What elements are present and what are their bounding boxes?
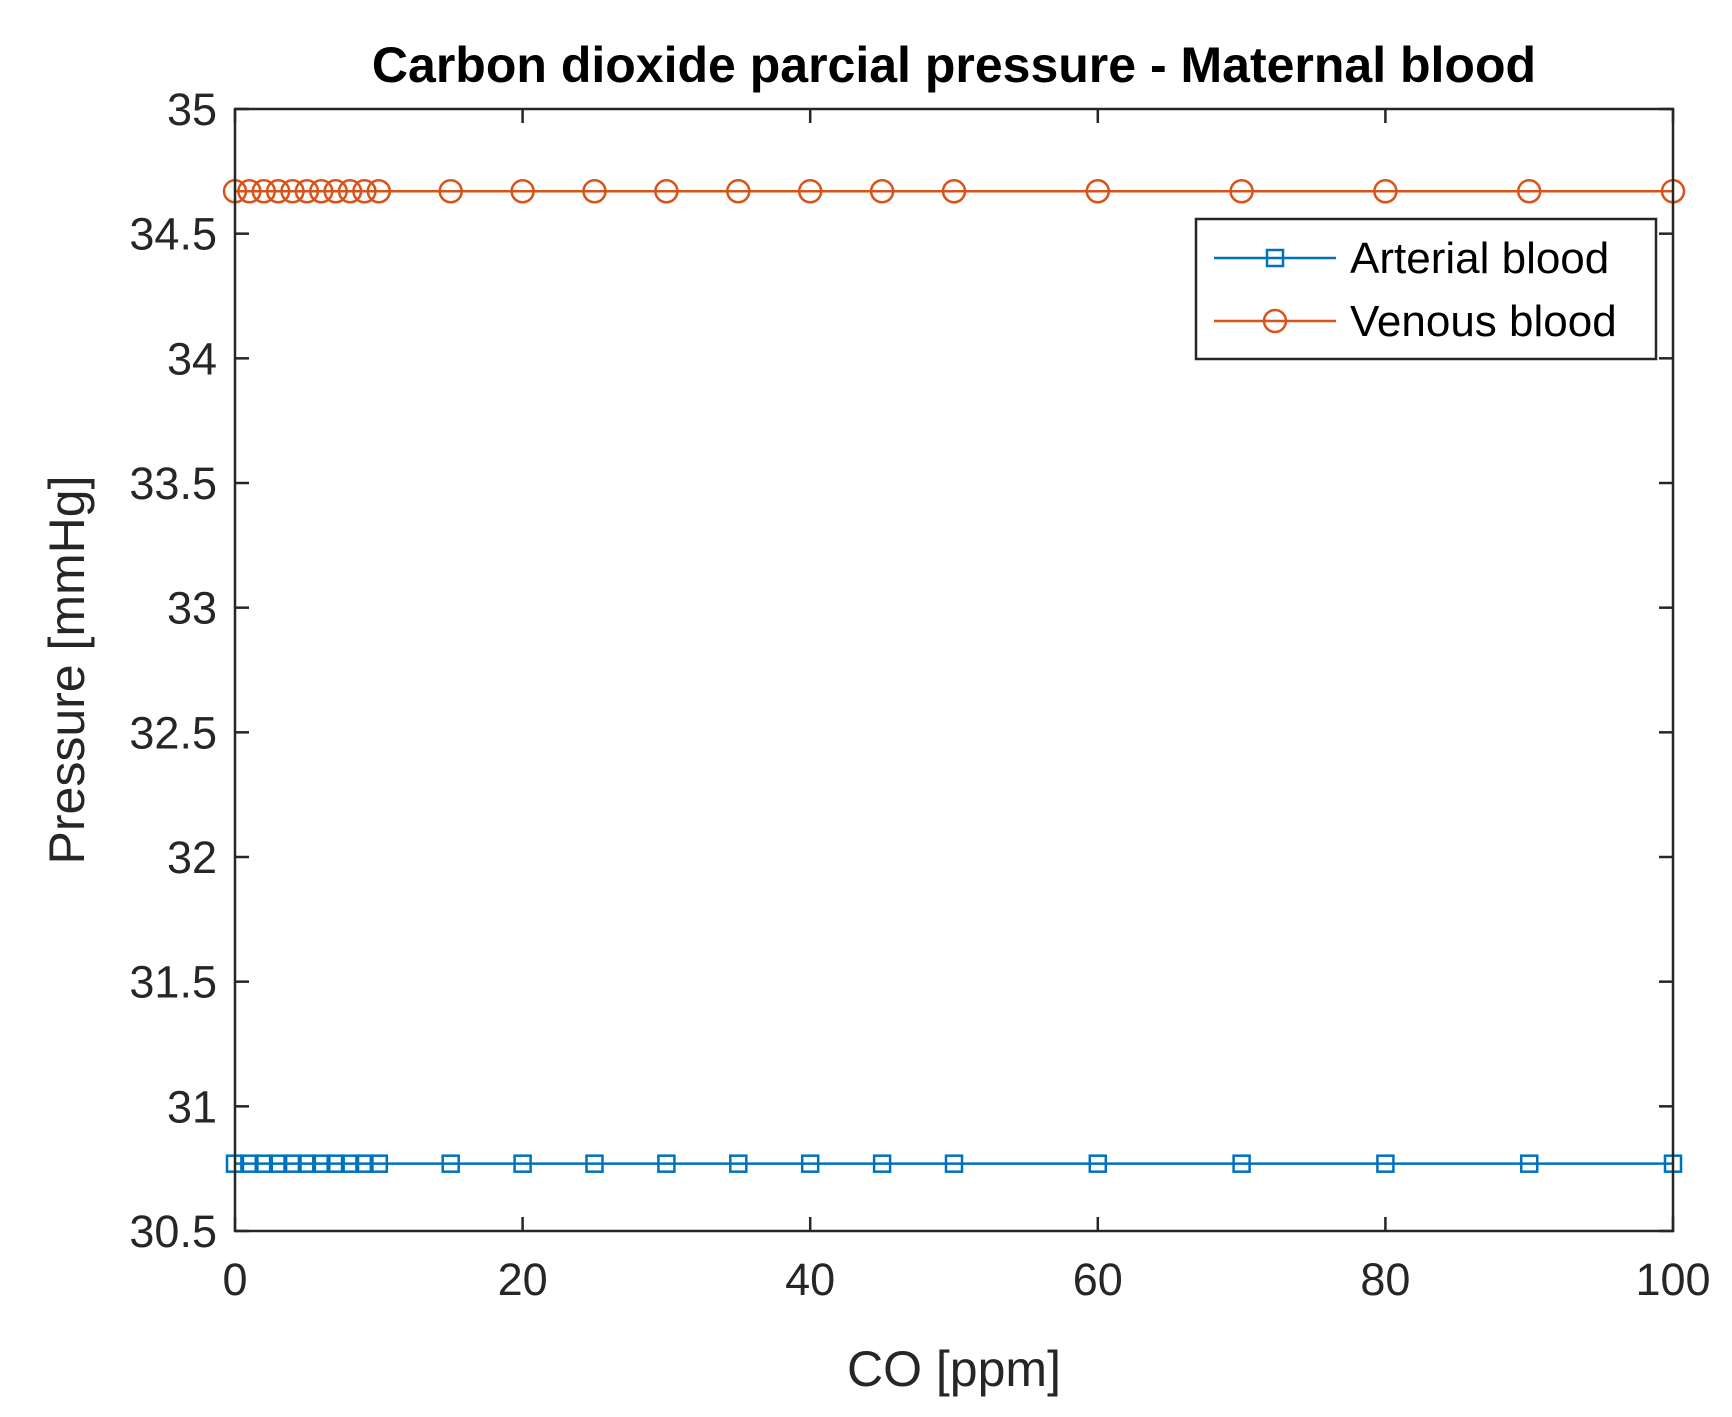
data-point-arterial — [657, 1154, 676, 1173]
y-tick-label: 33 — [167, 583, 217, 634]
data-point-venous — [251, 179, 277, 204]
data-point-arterial — [944, 1154, 964, 1173]
data-point-arterial — [1232, 1154, 1251, 1173]
data-point-venous — [337, 179, 363, 204]
data-point-venous — [309, 179, 334, 204]
data-point-arterial — [297, 1154, 317, 1173]
data-point-venous — [237, 179, 262, 204]
x-tick-label: 80 — [1360, 1254, 1410, 1305]
data-point-venous — [438, 179, 463, 204]
x-tick-label: 40 — [785, 1254, 835, 1305]
x-tick-label: 0 — [222, 1254, 247, 1305]
y-tick-label: 34.5 — [129, 209, 217, 260]
data-point-arterial — [369, 1154, 389, 1173]
legend-box — [1194, 217, 1658, 361]
y-tick-label: 30.5 — [129, 1206, 217, 1257]
data-point-arterial — [254, 1154, 274, 1173]
data-point-venous — [1373, 179, 1398, 204]
data-point-venous — [797, 179, 823, 204]
data-point-venous — [582, 179, 607, 204]
legend-marker-circle-icon — [1262, 308, 1288, 334]
x-tick-label: 60 — [1073, 1254, 1123, 1305]
legend-label-venous: Venous blood — [1350, 297, 1617, 346]
legend-label-arterial: Arterial blood — [1350, 234, 1609, 283]
data-point-venous — [352, 179, 377, 204]
data-point-arterial — [441, 1154, 460, 1173]
data-point-venous — [869, 179, 895, 204]
legend-marker-square-icon — [1265, 248, 1285, 268]
x-tick-label: 20 — [498, 1254, 548, 1305]
y-tick-label: 35 — [167, 84, 217, 135]
data-point-venous — [280, 179, 305, 204]
data-point-venous — [510, 179, 535, 204]
data-point-venous — [265, 179, 291, 204]
data-point-arterial — [585, 1154, 604, 1173]
y-tick-label: 32 — [167, 832, 217, 883]
data-point-arterial — [268, 1154, 288, 1173]
data-point-arterial — [1088, 1154, 1108, 1173]
data-point-venous — [323, 179, 348, 204]
axes-layer: 0 20 40 60 80 100 30.5 31 31.5 32 32.5 33 33.5 34 34.5… — [129, 84, 1710, 1305]
data-point-arterial — [729, 1154, 748, 1173]
data-point-venous — [1516, 179, 1542, 204]
data-point-arterial — [872, 1154, 892, 1173]
axes-box — [233, 107, 1675, 1233]
data-point-venous — [366, 179, 392, 204]
data-point-arterial — [283, 1154, 302, 1173]
chart-title: Carbon dioxide parcial pressure - Matern… — [372, 37, 1536, 93]
data-point-venous — [1229, 179, 1254, 204]
data-point-arterial — [326, 1154, 345, 1173]
data-point-venous — [654, 179, 679, 204]
y-tick-label: 31 — [167, 1081, 217, 1132]
y-tick-label: 33.5 — [129, 458, 217, 509]
data-point-arterial — [340, 1154, 360, 1173]
data-point-arterial — [355, 1154, 374, 1173]
data-point-venous — [726, 179, 751, 204]
data-point-arterial — [312, 1154, 331, 1173]
data-point-arterial — [1519, 1154, 1539, 1173]
data-point-venous — [1085, 179, 1111, 204]
data-point-arterial — [240, 1154, 259, 1173]
data-point-venous — [941, 179, 967, 204]
data-point-venous — [294, 179, 320, 204]
data-point-arterial — [513, 1154, 532, 1173]
y-tick-label: 32.5 — [129, 707, 217, 758]
data-point-arterial — [800, 1154, 820, 1173]
data-point-arterial — [1376, 1154, 1395, 1173]
x-tick-label: 100 — [1635, 1254, 1710, 1305]
y-axis-label: Pressure [mmHg] — [39, 476, 95, 865]
x-axis-label: CO [ppm] — [847, 1341, 1061, 1397]
y-tick-label: 34 — [167, 333, 217, 384]
legend: Arterial blood Venous blood — [1194, 217, 1658, 361]
y-tick-label: 31.5 — [129, 957, 217, 1008]
